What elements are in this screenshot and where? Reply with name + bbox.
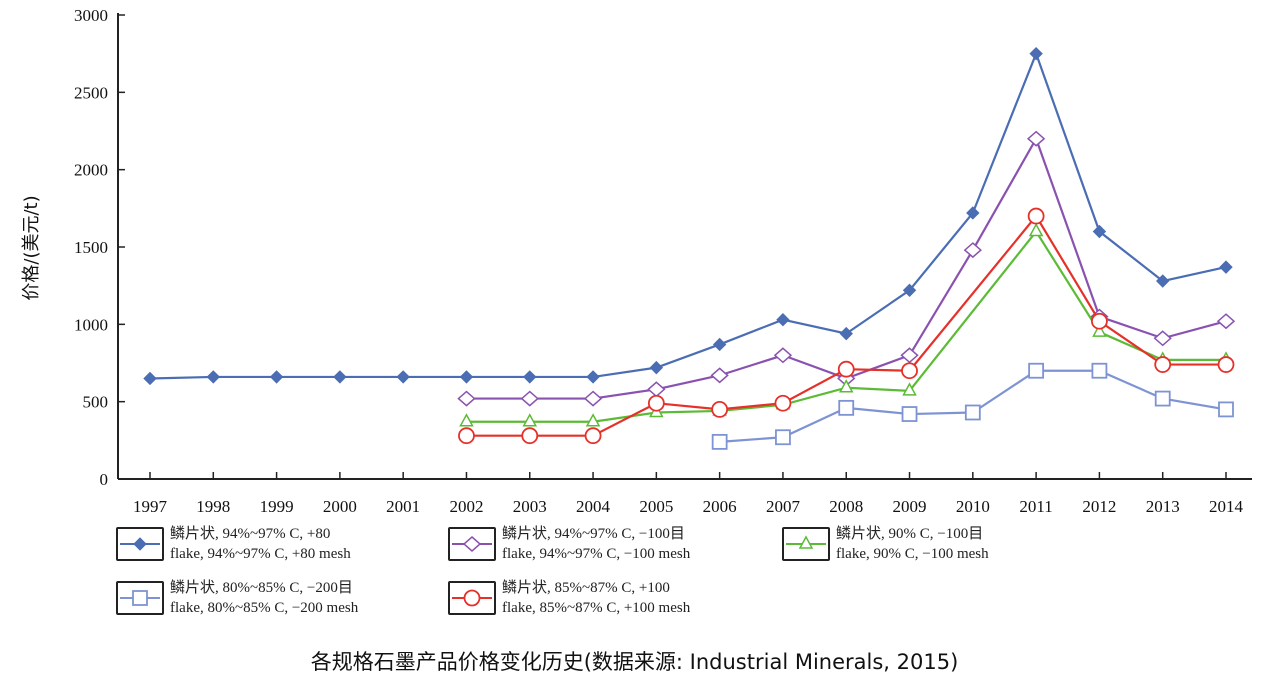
data-point bbox=[964, 404, 981, 421]
data-point bbox=[459, 413, 474, 427]
data-point bbox=[586, 370, 600, 384]
x-tick-label: 1999 bbox=[260, 497, 294, 516]
x-tick-label: 2012 bbox=[1082, 497, 1116, 516]
data-point bbox=[583, 390, 603, 407]
data-point bbox=[1028, 222, 1044, 237]
y-axis-label: 价格/(美元/t) bbox=[21, 195, 42, 301]
x-tick-label: 2005 bbox=[639, 497, 673, 516]
data-point bbox=[1154, 390, 1171, 407]
data-point bbox=[1092, 323, 1107, 337]
x-tick-label: 2003 bbox=[513, 497, 547, 516]
data-point bbox=[521, 427, 539, 445]
data-point bbox=[647, 394, 665, 412]
x-tick-label: 2004 bbox=[576, 497, 611, 516]
data-point bbox=[775, 429, 791, 446]
data-point bbox=[1219, 260, 1233, 274]
data-point bbox=[901, 362, 918, 380]
data-point bbox=[1153, 330, 1172, 347]
x-tick-label: 2006 bbox=[703, 497, 737, 516]
series-2 bbox=[459, 222, 1234, 427]
x-tick-label: 2009 bbox=[893, 497, 927, 516]
series-3 bbox=[711, 362, 1234, 450]
data-point bbox=[523, 370, 537, 384]
x-tick-label: 2007 bbox=[766, 497, 801, 516]
y-tick-label: 1500 bbox=[74, 238, 108, 257]
y-tick-label: 3000 bbox=[74, 6, 108, 25]
data-point bbox=[143, 371, 157, 386]
data-point bbox=[1217, 356, 1235, 373]
data-point bbox=[966, 206, 980, 220]
x-tick-label: 2013 bbox=[1146, 497, 1180, 516]
data-point bbox=[269, 370, 284, 384]
figure-caption: 各规格石墨产品价格变化历史(数据来源: Industrial Minerals,… bbox=[310, 650, 959, 674]
data-point bbox=[837, 360, 855, 378]
x-tick-label: 2000 bbox=[323, 497, 357, 516]
series-line bbox=[466, 214, 1226, 437]
series-4 bbox=[458, 207, 1235, 445]
data-point bbox=[774, 394, 792, 412]
x-tick-label: 2002 bbox=[449, 497, 483, 516]
data-point bbox=[1028, 362, 1045, 379]
x-tick-label: 1998 bbox=[196, 497, 230, 516]
data-point bbox=[1154, 356, 1172, 373]
data-point bbox=[584, 427, 602, 445]
data-point bbox=[458, 427, 475, 445]
data-point bbox=[1155, 274, 1170, 288]
data-point bbox=[1218, 401, 1234, 418]
data-point bbox=[647, 381, 666, 398]
y-tick-label: 2500 bbox=[74, 83, 108, 102]
data-point bbox=[1026, 130, 1046, 147]
data-point bbox=[711, 433, 728, 450]
data-point bbox=[1091, 312, 1108, 330]
series-line bbox=[466, 136, 1227, 400]
y-tick-label: 0 bbox=[100, 470, 109, 489]
data-point bbox=[901, 406, 918, 422]
price-chart: 0 500 1000 1500 2000 2500 3000 1997 1998 1999 2000… bbox=[74, 6, 1252, 516]
x-tick-label: 2001 bbox=[386, 497, 420, 516]
data-point bbox=[649, 360, 664, 375]
data-point bbox=[396, 370, 410, 384]
data-point bbox=[710, 367, 729, 384]
series-line bbox=[149, 50, 1227, 380]
data-point bbox=[839, 326, 853, 341]
data-point bbox=[773, 347, 793, 364]
data-point bbox=[900, 347, 919, 364]
data-point bbox=[776, 312, 790, 327]
series-0 bbox=[143, 46, 1233, 386]
data-point bbox=[457, 390, 476, 407]
data-point bbox=[838, 399, 855, 416]
data-point bbox=[963, 242, 982, 259]
data-point bbox=[206, 370, 221, 384]
data-point bbox=[333, 370, 347, 384]
data-point bbox=[712, 337, 727, 352]
y-tick-label: 1000 bbox=[74, 315, 108, 334]
x-tick-label: 2008 bbox=[829, 497, 863, 516]
data-point bbox=[902, 382, 917, 396]
x-tick-label: 2010 bbox=[956, 497, 990, 516]
data-point bbox=[1216, 313, 1236, 330]
x-tick-label: 2014 bbox=[1209, 497, 1244, 516]
y-tick-label: 2000 bbox=[74, 161, 108, 180]
x-tick-label: 1997 bbox=[133, 497, 168, 516]
data-point bbox=[902, 283, 917, 298]
series-line bbox=[466, 229, 1226, 423]
data-point bbox=[585, 413, 601, 427]
data-point bbox=[711, 400, 729, 418]
data-point bbox=[520, 390, 539, 407]
data-point bbox=[1091, 362, 1108, 379]
data-point bbox=[1027, 207, 1045, 225]
data-point bbox=[1092, 224, 1107, 239]
data-point bbox=[1029, 46, 1043, 61]
x-tick-label: 2011 bbox=[1019, 497, 1052, 516]
data-point bbox=[838, 379, 854, 393]
y-tick-label: 500 bbox=[83, 393, 109, 412]
data-point bbox=[459, 370, 474, 384]
data-point bbox=[522, 413, 538, 427]
